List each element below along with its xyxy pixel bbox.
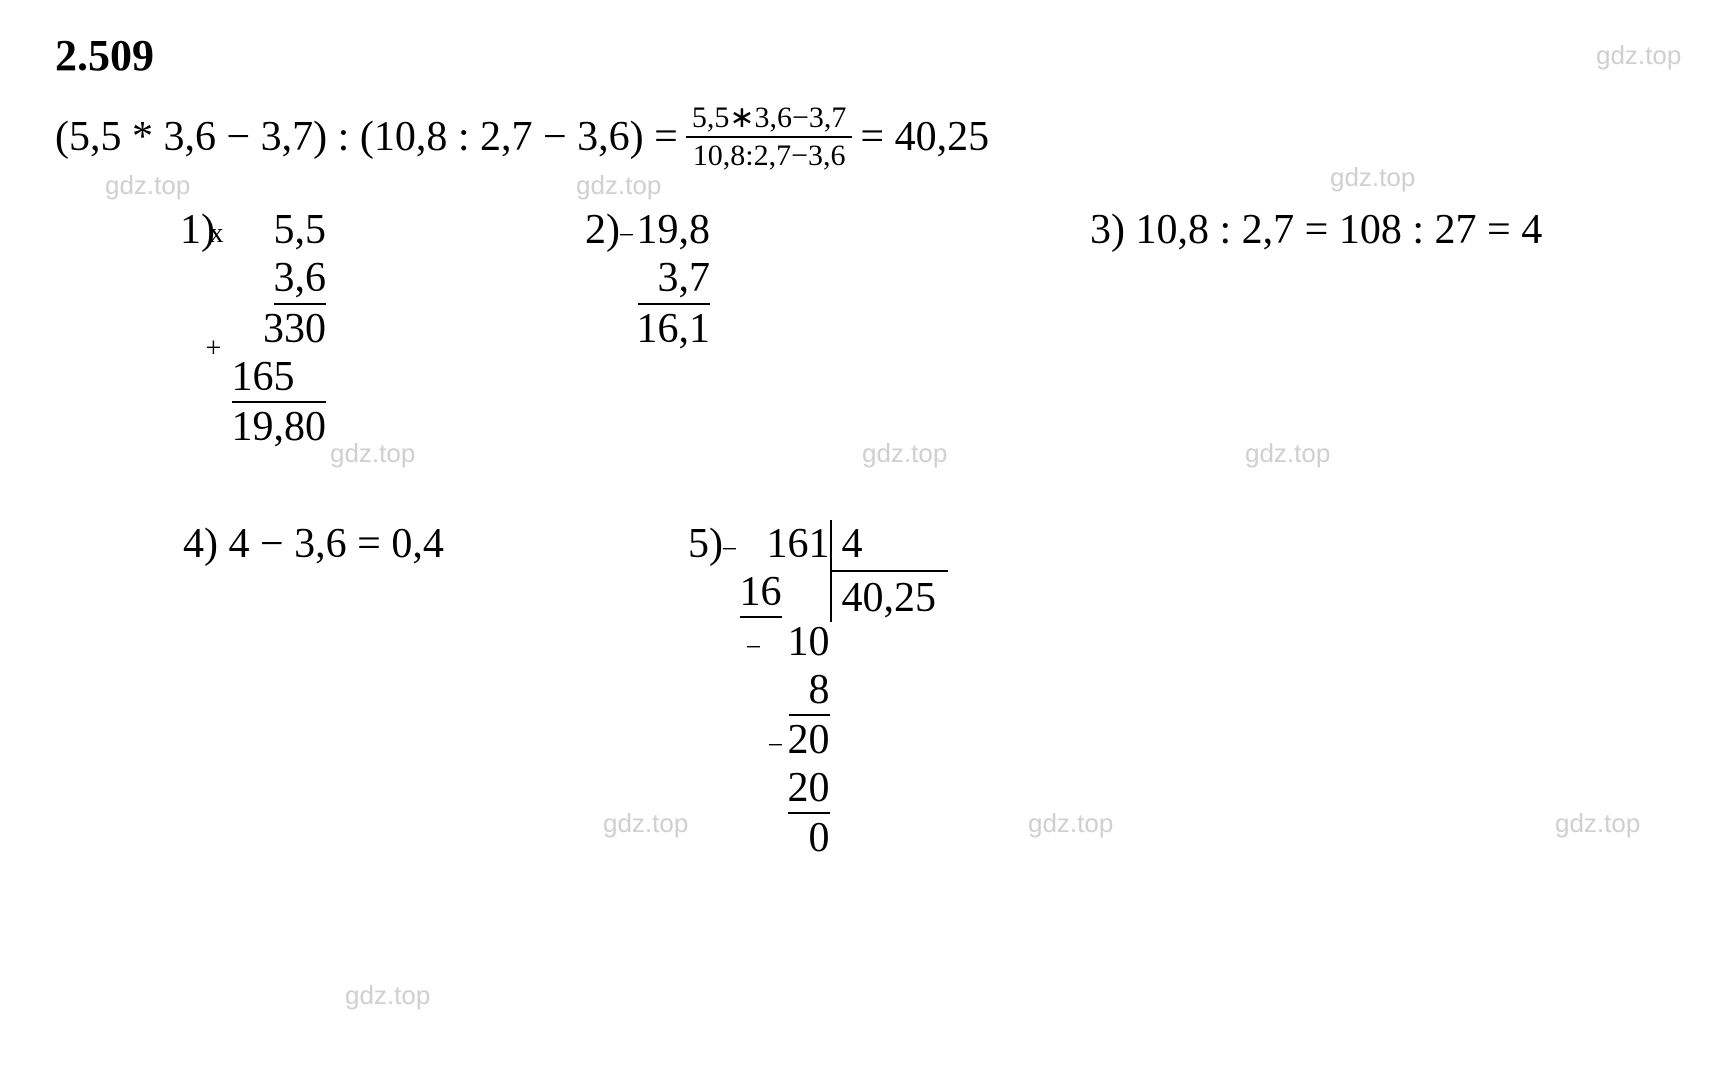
step5-label: 5) <box>688 521 723 567</box>
step-1: 1) x 5,5 3,6 + 330 165 19,80 <box>180 206 326 451</box>
watermark: gdz.top <box>1596 40 1681 71</box>
minus-symbol: − <box>619 220 635 252</box>
step1-partial2: 165 <box>232 353 327 403</box>
step3-text: 3) 10,8 : 2,7 = 108 : 27 = 4 <box>1090 207 1542 253</box>
step-2: 2) − 19,8 3,7 16,1 <box>585 206 710 353</box>
minus-symbol: − <box>722 534 738 566</box>
watermark: gdz.top <box>576 170 661 201</box>
step4-text: 4) 4 − 3,6 = 0,4 <box>183 521 444 567</box>
eq-fraction: 5,5∗3,6−3,7 10,8:2,7−3,6 <box>686 100 853 174</box>
step1-partial1: 330 <box>232 305 327 353</box>
step2-result: 16,1 <box>637 305 711 353</box>
step5-divisor: 4 <box>830 520 949 572</box>
problem-number: 2.509 <box>55 30 154 81</box>
watermark: gdz.top <box>1028 808 1113 839</box>
step-3: 3) 10,8 : 2,7 = 108 : 27 = 4 <box>1090 206 1542 254</box>
watermark: gdz.top <box>105 170 190 201</box>
minus-symbol: − <box>746 632 762 664</box>
watermark: gdz.top <box>1245 438 1330 469</box>
step5-dividend: 161 <box>740 520 830 568</box>
watermark: gdz.top <box>603 808 688 839</box>
watermark: gdz.top <box>345 980 430 1011</box>
step5-rem3: 0 <box>784 814 830 862</box>
eq-left: (5,5 * 3,6 − 3,7) : (10,8 : 2,7 − 3,6) = <box>55 113 678 161</box>
step5-sub3: 20 <box>788 764 830 814</box>
watermark: gdz.top <box>1330 162 1415 193</box>
step2-label: 2) <box>585 207 620 253</box>
step5-sub2: 8 <box>789 666 830 716</box>
minus-symbol: − <box>768 730 784 762</box>
step2-operand1: 19,8 <box>637 206 711 254</box>
fraction-denominator: 10,8:2,7−3,6 <box>687 138 852 174</box>
step5-quotient: 40,25 <box>830 572 949 622</box>
step2-operand2: 3,7 <box>638 254 711 304</box>
watermark: gdz.top <box>1555 808 1640 839</box>
step5-sub1: 16 <box>740 568 782 618</box>
step1-result: 19,80 <box>232 403 327 451</box>
step5-rem1: 10 <box>762 618 830 666</box>
multiply-symbol: x <box>210 218 224 250</box>
step-5: 5) − 161 16 − 10 8 − 20 20 0 4 <box>688 520 948 862</box>
watermark: gdz.top <box>330 438 415 469</box>
main-equation: (5,5 * 3,6 − 3,7) : (10,8 : 2,7 − 3,6) =… <box>55 100 989 174</box>
step1-operand1: 5,5 <box>232 206 327 254</box>
plus-symbol: + <box>206 333 222 365</box>
step5-rem2: 20 <box>784 716 830 764</box>
watermark: gdz.top <box>862 438 947 469</box>
fraction-numerator: 5,5∗3,6−3,7 <box>686 100 853 138</box>
step-4: 4) 4 − 3,6 = 0,4 <box>183 520 444 568</box>
eq-right: = 40,25 <box>860 113 989 161</box>
step1-operand2: 3,6 <box>274 254 327 304</box>
